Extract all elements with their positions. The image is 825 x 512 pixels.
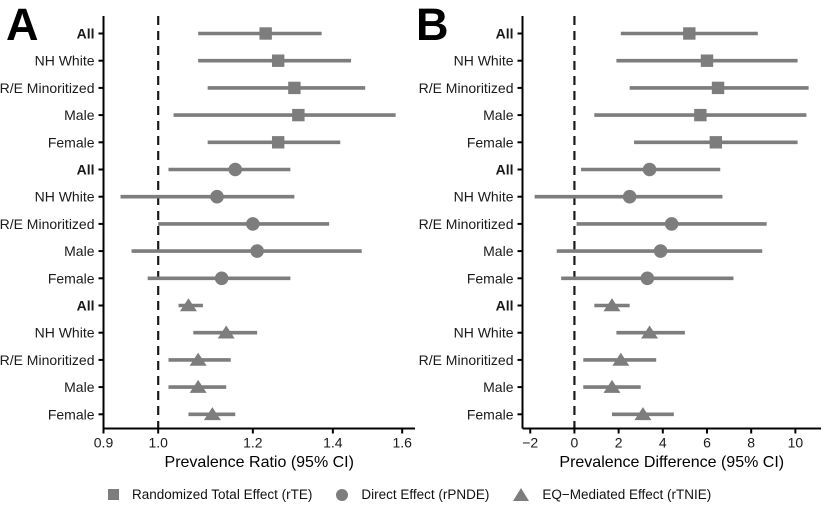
legend-item: Randomized Total Effect (rTE): [108, 487, 312, 502]
circle-marker: [214, 271, 229, 286]
x-tick-label: 0: [571, 434, 579, 450]
panel-a: A 0.9 1.0 1.2 1.4 1.6 Prevalence Ratio (95% CI…: [0, 0, 415, 471]
square-marker: [694, 108, 707, 122]
x-tick-label: 2: [615, 434, 623, 450]
y-category-label: All: [496, 298, 514, 314]
circle-marker: [228, 162, 243, 177]
triangle-marker: [179, 298, 197, 312]
x-tick-label: 4: [659, 434, 667, 450]
legend-item-label: EQ−Mediated Effect (rTNIE): [542, 487, 712, 502]
panel-letter-b: B: [416, 0, 449, 50]
square-marker: [288, 81, 301, 95]
circle-marker: [642, 162, 657, 177]
y-category-label: Male: [64, 243, 95, 259]
x-axis-title-a: Prevalence Ratio (95% CI): [165, 454, 354, 471]
square-marker: [700, 54, 714, 67]
triangle-marker: [189, 379, 207, 393]
y-category-label: Female: [48, 134, 95, 150]
chart-legend: Randomized Total Effect (rTE) Direct Effe…: [108, 487, 711, 502]
circle-marker: [664, 217, 679, 231]
y-category-label: All: [496, 162, 514, 178]
y-category-label: All: [77, 162, 95, 178]
x-tick-label: −2: [522, 434, 538, 450]
legend-circle-icon: [336, 488, 349, 501]
y-category-label: R/E Minoritized: [419, 352, 514, 368]
y-category-label: Female: [467, 406, 514, 422]
triangle-marker: [612, 352, 630, 366]
x-tick-label: 0.9: [94, 434, 114, 450]
y-category-label: NH White: [454, 53, 514, 69]
triangle-marker: [603, 379, 621, 393]
square-marker: [271, 54, 285, 67]
y-category-label: NH White: [35, 189, 95, 205]
x-tick-label: 1.6: [392, 434, 412, 450]
y-category-label: NH White: [454, 325, 514, 341]
y-category-label: R/E Minoritized: [0, 216, 95, 232]
y-category-label: Male: [483, 243, 514, 259]
triangle-marker: [189, 352, 207, 366]
y-category-label: Male: [483, 379, 514, 395]
legend-square-icon: [108, 489, 119, 500]
x-tick-label: 8: [747, 434, 755, 450]
y-category-label: R/E Minoritized: [0, 80, 95, 96]
triangle-marker: [203, 407, 221, 421]
circle-marker: [246, 217, 260, 231]
circle-marker: [622, 189, 637, 204]
triangle-marker: [641, 325, 659, 339]
circle-marker: [653, 244, 668, 258]
y-category-label: NH White: [454, 189, 514, 205]
y-category-label: R/E Minoritized: [0, 352, 95, 368]
y-category-label: Male: [64, 107, 95, 123]
y-category-label: Female: [48, 270, 95, 286]
y-category-label: Female: [467, 134, 514, 150]
triangle-marker: [634, 407, 652, 421]
square-marker: [271, 136, 285, 149]
x-tick-label: 1.2: [243, 434, 263, 450]
y-category-label: NH White: [35, 53, 95, 69]
x-axis-title-b: Prevalence Difference (95% CI): [559, 454, 784, 471]
y-category-label: All: [77, 298, 95, 314]
circle-marker: [250, 244, 264, 258]
circle-marker: [210, 189, 224, 204]
x-tick-label: 6: [703, 434, 711, 450]
y-category-label: NH White: [35, 325, 95, 341]
square-marker: [292, 108, 305, 122]
legend-item-label: Direct Effect (rPNDE): [361, 487, 490, 502]
panel-letter-a: A: [6, 0, 39, 50]
y-category-label: All: [77, 26, 95, 42]
circle-marker: [640, 271, 655, 286]
triangle-marker: [603, 298, 621, 312]
legend-item-label: Randomized Total Effect (rTE): [132, 487, 313, 502]
y-category-label: R/E Minoritized: [419, 80, 514, 96]
legend-triangle-icon: [513, 488, 530, 501]
square-marker: [709, 136, 723, 149]
square-marker: [683, 27, 696, 40]
y-category-label: R/E Minoritized: [419, 216, 514, 232]
y-category-label: Female: [48, 406, 95, 422]
y-category-label: Male: [64, 379, 95, 395]
square-marker: [711, 81, 725, 95]
triangle-marker: [217, 325, 235, 339]
legend-item: EQ−Mediated Effect (rTNIE): [513, 487, 711, 502]
y-category-label: Male: [483, 107, 514, 123]
x-tick-label: 1.0: [148, 434, 168, 450]
x-tick-label: 1.4: [323, 434, 343, 450]
y-category-label: All: [496, 26, 514, 42]
square-marker: [259, 27, 272, 40]
x-tick-label: 10: [788, 434, 804, 450]
legend-item: Direct Effect (rPNDE): [336, 487, 489, 502]
y-category-label: Female: [467, 270, 514, 286]
forest-plot-canvas: A 0.9 1.0 1.2 1.4 1.6 Prevalence Ratio (95% CI…: [0, 0, 821, 471]
